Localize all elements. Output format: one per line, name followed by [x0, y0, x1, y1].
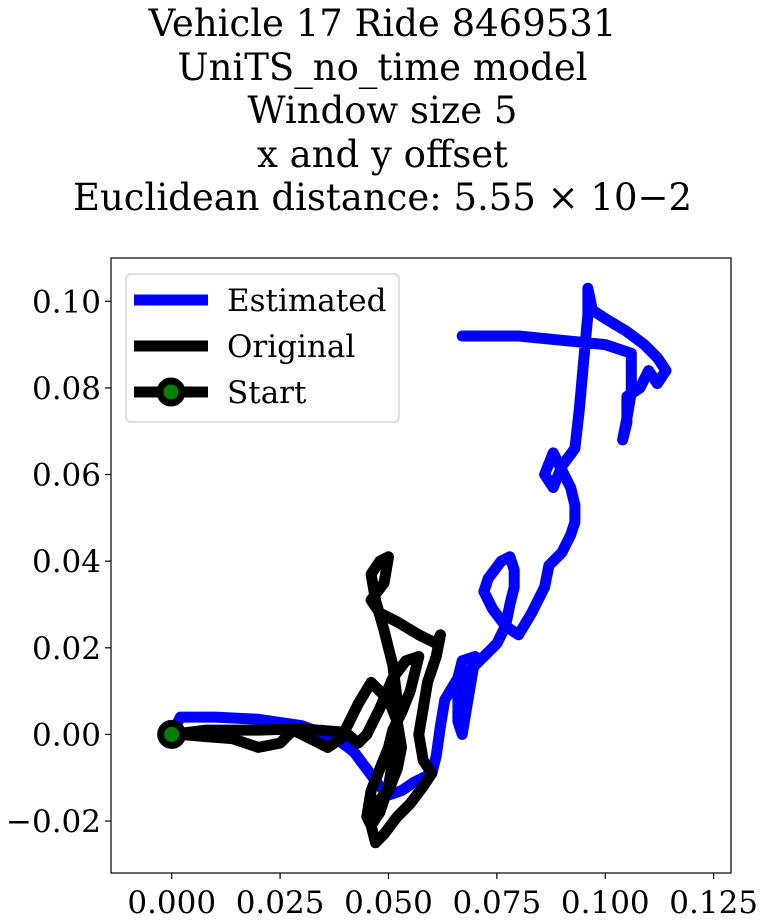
y-tick-label: 0.02	[32, 631, 101, 667]
series-layer	[157, 282, 672, 849]
x-tick-label: 0.000	[127, 885, 216, 921]
series-line-original	[166, 551, 446, 849]
plot-frame	[110, 257, 732, 874]
y-tick-label: −0.02	[6, 804, 101, 840]
legend: Estimated Original Start	[125, 273, 400, 423]
x-tick-label: 0.050	[344, 885, 433, 921]
title-line: x and y offset	[257, 132, 508, 176]
title-line: UniTS_no_time model	[177, 45, 588, 89]
start-marker	[157, 719, 187, 749]
y-tick-label: 0.00	[32, 717, 101, 753]
x-tick-label: 0.025	[236, 885, 325, 921]
legend-label-original: Original	[227, 329, 355, 365]
title-line: Euclidean distance: 5.55 × 10−2	[72, 176, 693, 219]
legend-label-start: Start	[227, 375, 307, 411]
x-tick-label: 0.125	[669, 885, 758, 921]
title-line: Vehicle 17 Ride 8469531	[148, 2, 617, 45]
legend-label-estimated: Estimated	[227, 283, 386, 319]
legend-box	[125, 273, 400, 423]
legend-start-marker	[156, 377, 186, 407]
axis-ticks: 0.000 0.025 0.050 0.075 0.100 0.125 −0.02 0.00 0…	[6, 284, 758, 921]
x-tick-label: 0.100	[561, 885, 650, 921]
x-tick-label: 0.075	[452, 885, 541, 921]
y-tick-label: 0.10	[32, 284, 101, 320]
series-line-estimated	[166, 282, 672, 801]
y-tick-label: 0.04	[32, 544, 101, 580]
chart-title: Vehicle 17 Ride 8469531 UniTS_no_time mo…	[0, 2, 765, 220]
y-tick-label: 0.08	[32, 371, 101, 407]
y-tick-label: 0.06	[32, 458, 101, 494]
title-line: Window size 5	[247, 89, 518, 132]
